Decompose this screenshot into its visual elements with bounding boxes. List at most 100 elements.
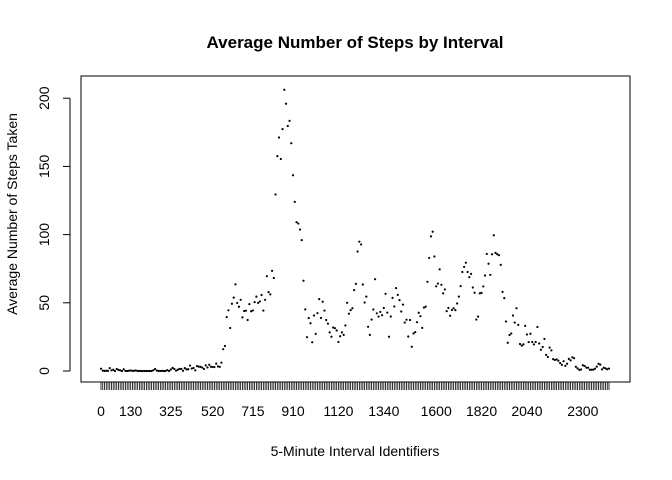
data-point — [492, 234, 495, 237]
data-point — [309, 322, 312, 325]
data-point — [429, 235, 433, 238]
data-point — [475, 318, 478, 321]
data-point — [592, 368, 595, 371]
data-point — [407, 335, 410, 338]
data-point — [147, 369, 150, 373]
data-point — [223, 344, 227, 348]
data-point — [380, 314, 384, 317]
data-point — [373, 278, 377, 281]
data-point — [105, 369, 108, 372]
data-point — [466, 270, 469, 274]
data-point — [145, 369, 148, 373]
data-point — [154, 367, 157, 371]
data-point — [529, 332, 532, 335]
data-point — [487, 262, 490, 265]
data-point — [360, 243, 363, 246]
data-point — [181, 369, 185, 372]
data-point — [553, 358, 556, 362]
x-tick-label: 1120 — [323, 403, 353, 419]
data-point — [323, 309, 326, 312]
data-point — [552, 358, 555, 361]
data-point — [600, 368, 604, 371]
data-point — [607, 367, 611, 370]
data-point — [490, 253, 494, 256]
data-point — [127, 369, 131, 372]
data-point — [333, 327, 337, 330]
data-point — [461, 270, 464, 274]
data-point — [101, 369, 104, 372]
data-point — [597, 362, 600, 365]
data-point — [393, 305, 396, 308]
data-point — [571, 356, 574, 359]
data-point — [569, 359, 572, 362]
data-point — [606, 368, 609, 371]
data-point — [599, 363, 602, 366]
data-point — [396, 293, 399, 296]
data-point — [201, 366, 204, 369]
data-point — [258, 300, 261, 303]
data-point — [576, 367, 579, 370]
data-point — [222, 348, 225, 351]
data-point — [113, 369, 117, 373]
data-point — [257, 301, 260, 305]
data-point — [283, 88, 286, 91]
data-point — [438, 268, 441, 271]
data-point — [160, 369, 164, 372]
data-point — [106, 369, 110, 372]
data-point — [312, 314, 316, 317]
data-point — [394, 286, 398, 290]
data-point — [494, 251, 497, 254]
data-point — [108, 367, 111, 370]
data-point — [513, 321, 516, 324]
data-point — [124, 369, 127, 372]
data-point — [325, 318, 328, 322]
data-point — [539, 348, 543, 351]
data-point — [239, 298, 242, 301]
chart-title: Average Number of Steps by Interval — [207, 33, 504, 52]
data-point — [604, 367, 607, 370]
data-point — [148, 369, 151, 373]
data-point — [185, 368, 188, 371]
data-point — [131, 369, 134, 372]
data-point — [387, 335, 391, 338]
data-point — [119, 369, 122, 372]
y-tick-label: 0 — [36, 367, 52, 375]
data-point — [319, 316, 323, 320]
data-point — [449, 314, 452, 317]
data-point — [173, 367, 176, 371]
data-point — [227, 309, 230, 312]
data-point — [452, 307, 455, 310]
data-point — [536, 325, 539, 329]
x-tick-label: 325 — [159, 403, 183, 419]
data-point — [241, 316, 244, 319]
data-point — [485, 252, 488, 256]
data-point — [337, 340, 340, 344]
data-point — [531, 340, 534, 344]
x-tick-label: 1340 — [368, 403, 399, 419]
data-point — [398, 299, 401, 302]
data-point — [524, 324, 527, 327]
data-point — [199, 365, 202, 369]
data-point — [515, 307, 518, 310]
data-point — [211, 365, 214, 369]
data-point — [250, 310, 253, 313]
data-point — [410, 345, 413, 348]
data-point — [208, 363, 211, 366]
data-point — [482, 285, 485, 288]
data-point — [566, 362, 569, 365]
data-point — [225, 316, 228, 319]
data-point — [284, 102, 288, 105]
data-point — [464, 261, 467, 264]
data-point — [126, 369, 129, 373]
x-tick-label: 2300 — [567, 403, 598, 419]
data-point — [328, 331, 331, 334]
data-point — [414, 331, 417, 334]
data-point — [115, 367, 118, 371]
data-point — [279, 157, 282, 161]
x-tick-label: 0 — [97, 403, 105, 419]
data-point — [590, 368, 593, 371]
data-point — [267, 291, 270, 294]
data-point — [347, 312, 350, 315]
data-point — [527, 340, 530, 344]
data-point — [140, 369, 143, 373]
